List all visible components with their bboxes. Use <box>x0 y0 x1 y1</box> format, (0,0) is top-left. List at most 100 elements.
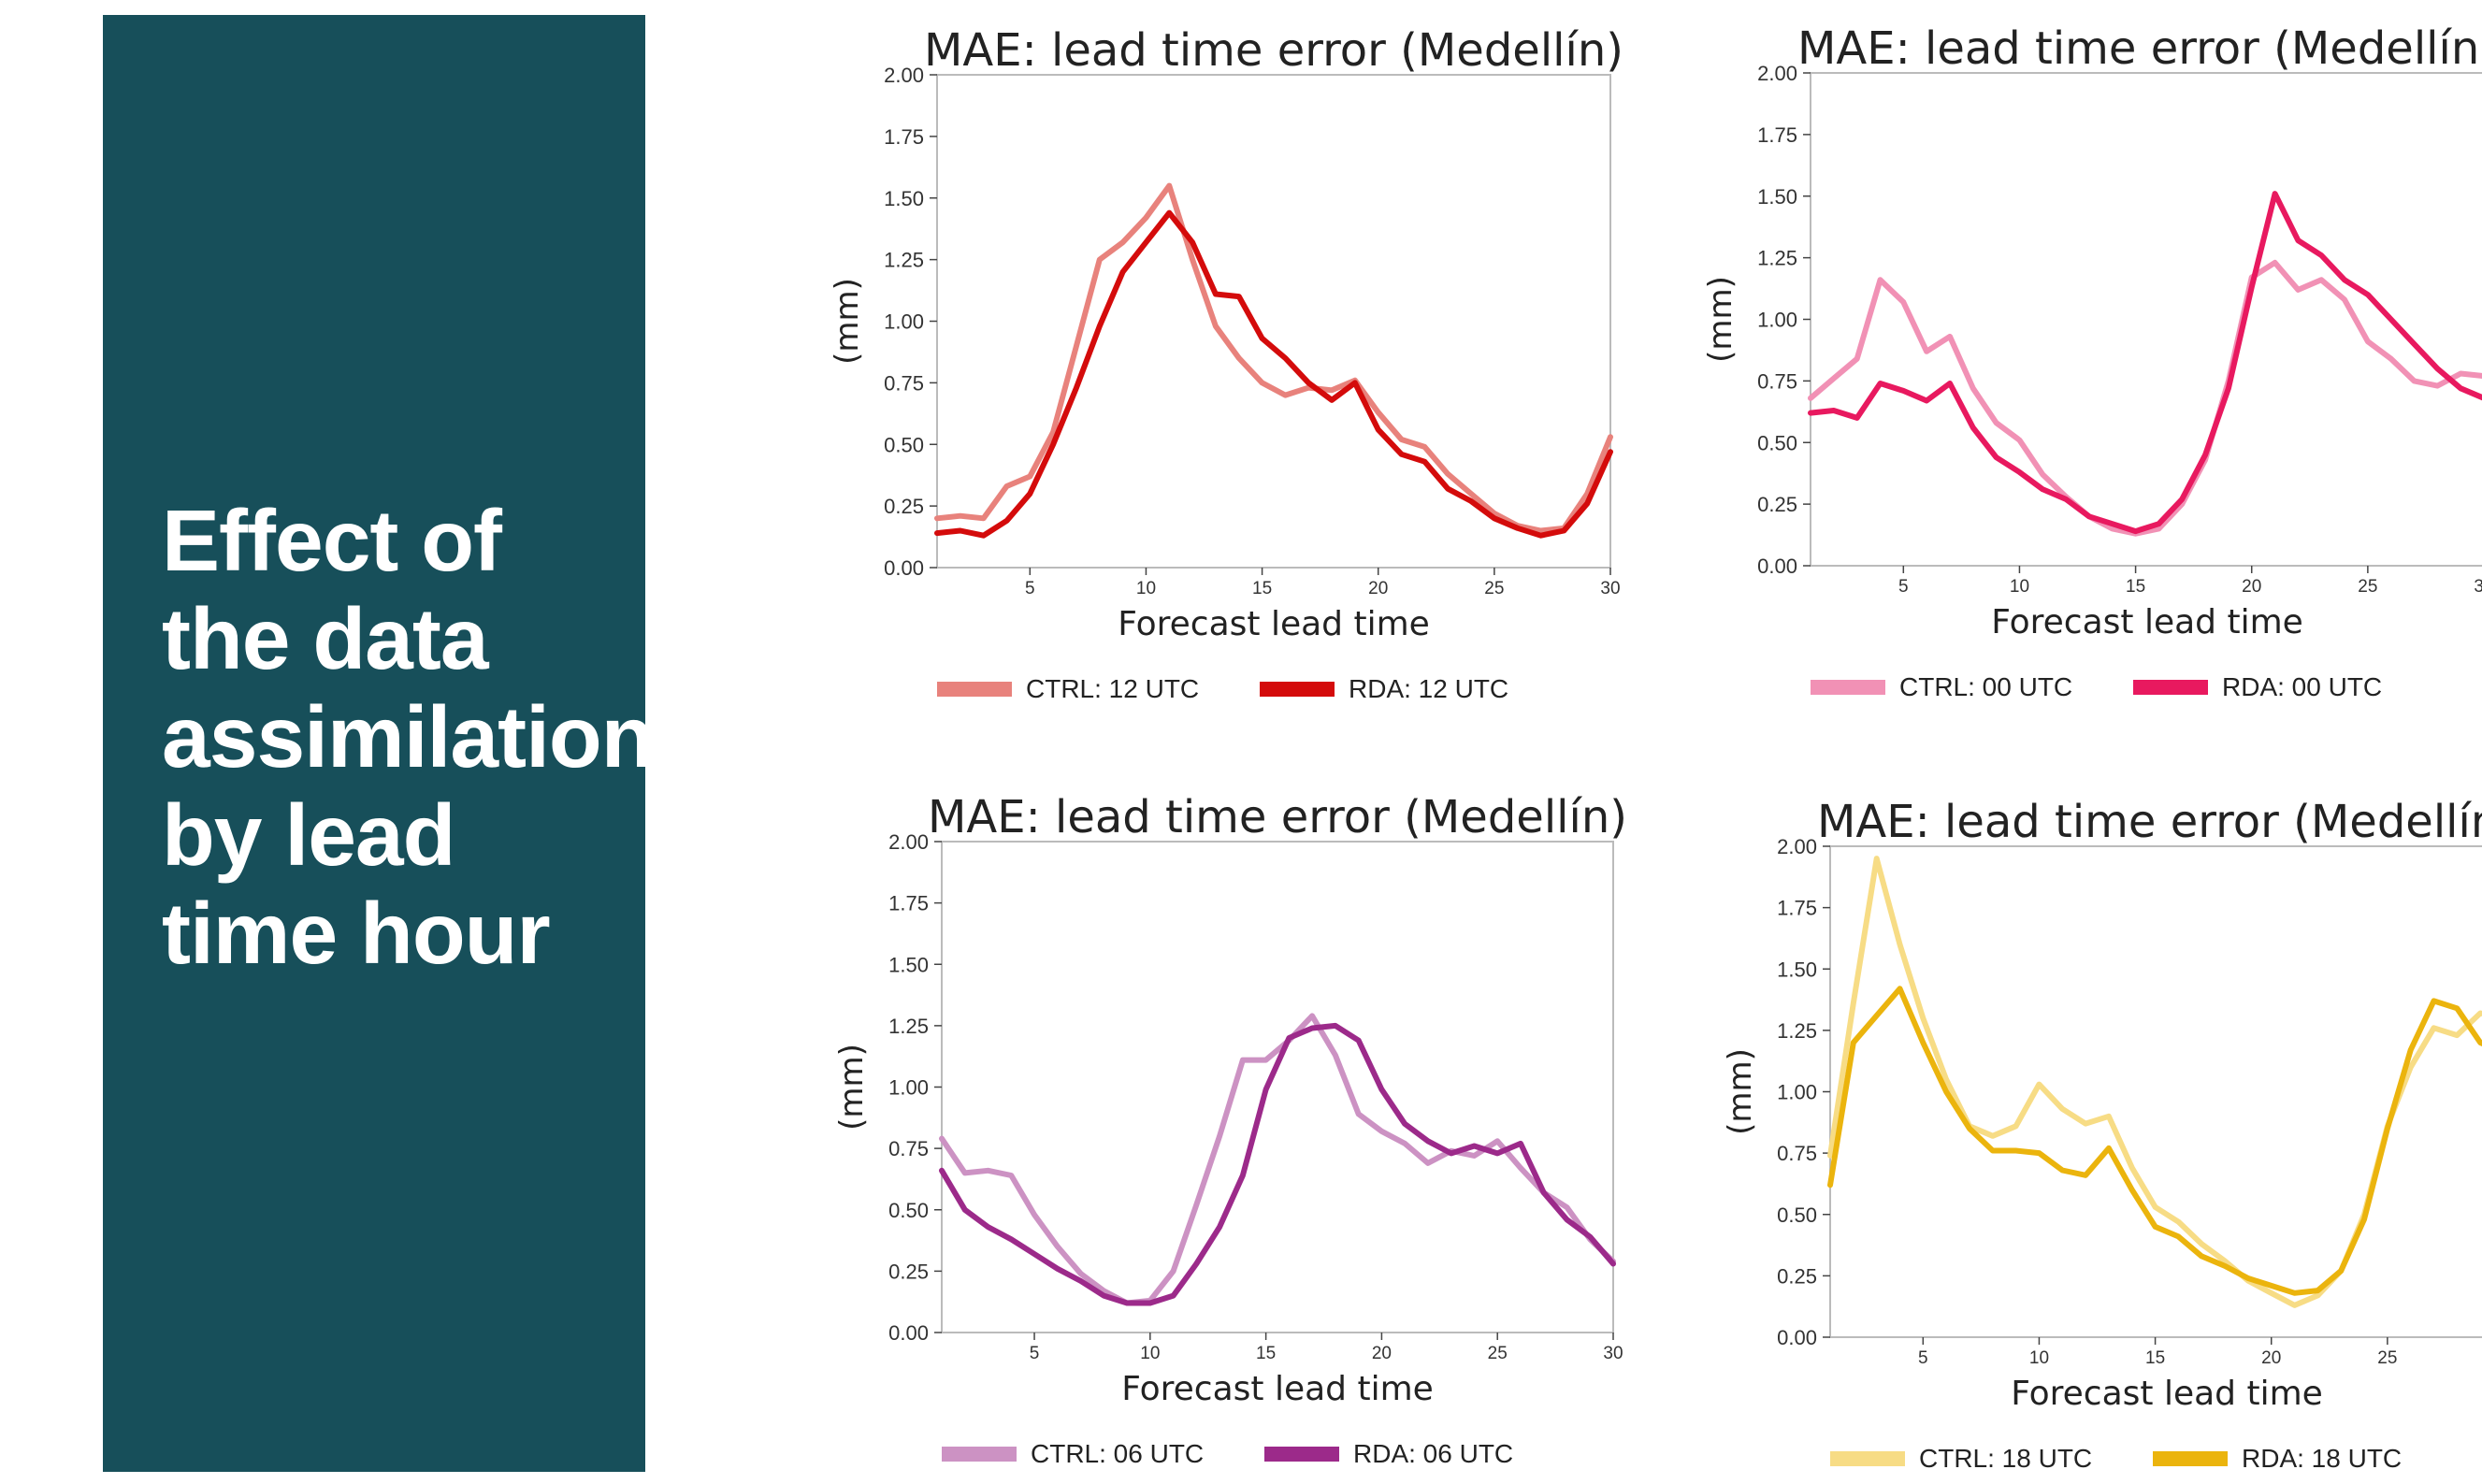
y-axis-label: (mm) <box>1702 276 1739 363</box>
y-tick-label: 1.25 <box>1757 247 1797 270</box>
y-tick-label: 2.00 <box>884 64 924 87</box>
rda-series-line <box>1827 986 2482 1296</box>
ctrl-series-line <box>1808 259 2482 537</box>
legend-swatch <box>2153 1451 2228 1466</box>
y-tick-label: 1.50 <box>1777 958 1817 981</box>
y-tick-label: 0.50 <box>888 1199 929 1222</box>
y-tick-label: 0.00 <box>888 1321 929 1345</box>
x-tick-label: 25 <box>1484 579 1504 598</box>
legend-label: CTRL: 12 UTC <box>1026 674 1199 703</box>
legend-swatch <box>1260 682 1335 697</box>
y-tick-label: 1.00 <box>884 310 924 334</box>
slide-title-line: the data <box>162 590 489 687</box>
y-tick-label: 1.25 <box>884 249 924 272</box>
x-tick-label: 15 <box>1256 1344 1276 1363</box>
y-tick-label: 1.75 <box>888 892 929 915</box>
x-tick-label: 20 <box>1372 1344 1392 1363</box>
chart-title: MAE: lead time error (Medellín) <box>924 24 1623 77</box>
y-tick-label: 0.25 <box>1757 493 1797 516</box>
y-tick-label: 1.25 <box>1777 1019 1817 1043</box>
x-tick-label: 5 <box>1918 1348 1928 1368</box>
x-tick-label: 10 <box>2029 1348 2049 1368</box>
x-tick-label: 5 <box>1898 577 1909 597</box>
x-tick-label: 10 <box>1136 579 1156 598</box>
x-tick-label: 20 <box>2261 1348 2281 1368</box>
x-axis-label: Forecast lead time <box>1118 605 1430 643</box>
y-axis-label: (mm) <box>829 278 866 365</box>
slide-title: Effect of the data assimilation by lead … <box>162 492 655 983</box>
slide-title-line: assimilation <box>162 688 655 785</box>
x-tick-label: 5 <box>1030 1344 1040 1363</box>
y-tick-label: 1.75 <box>884 125 924 149</box>
x-tick-label: 25 <box>2377 1348 2397 1368</box>
x-axis-label: Forecast lead time <box>2011 1375 2323 1413</box>
plot-frame <box>1829 845 2482 1338</box>
y-tick-label: 1.00 <box>1757 309 1797 332</box>
y-tick-label: 0.25 <box>888 1260 929 1283</box>
y-tick-label: 1.75 <box>1777 897 1817 920</box>
legend-label: RDA: 00 UTC <box>2222 672 2382 701</box>
plot-frame <box>1810 72 2482 567</box>
y-axis-label: (mm) <box>833 1044 871 1131</box>
x-tick-label: 15 <box>2126 577 2145 597</box>
y-tick-label: 0.25 <box>884 495 924 518</box>
y-tick-label: 1.50 <box>1757 185 1797 209</box>
y-tick-label: 0.50 <box>1757 431 1797 454</box>
chart-title: MAE: lead time error (Medellín) <box>1797 22 2482 75</box>
y-tick-label: 0.25 <box>1777 1264 1817 1288</box>
x-axis-label: Forecast lead time <box>1991 603 2303 641</box>
x-tick-label: 5 <box>1025 579 1035 598</box>
rda-series-line <box>939 1022 1616 1306</box>
y-tick-label: 1.50 <box>888 953 929 976</box>
y-tick-label: 1.75 <box>1757 123 1797 147</box>
slide-title-line: Effect of <box>162 492 502 589</box>
legend-swatch <box>2133 680 2208 695</box>
y-tick-label: 0.75 <box>884 371 924 395</box>
x-tick-label: 15 <box>2145 1348 2165 1368</box>
y-tick-label: 0.75 <box>888 1137 929 1160</box>
legend-label: RDA: 06 UTC <box>1353 1439 1513 1468</box>
y-tick-label: 0.50 <box>884 433 924 456</box>
y-tick-label: 0.00 <box>1777 1326 1817 1349</box>
legend-swatch <box>1264 1447 1339 1462</box>
y-tick-label: 0.50 <box>1777 1203 1817 1227</box>
ctrl-series-line <box>939 1013 1616 1306</box>
plot-frame <box>936 74 1611 569</box>
x-tick-label: 20 <box>2242 577 2261 597</box>
legend-label: CTRL: 00 UTC <box>1899 672 2072 701</box>
y-tick-label: 0.00 <box>884 556 924 580</box>
legend-swatch <box>1830 1451 1905 1466</box>
chart-title: MAE: lead time error (Medellín) <box>928 791 1627 843</box>
y-tick-label: 1.00 <box>888 1076 929 1100</box>
legend-swatch <box>942 1447 1017 1462</box>
ctrl-series-line <box>1827 856 2482 1308</box>
y-tick-label: 1.50 <box>884 187 924 210</box>
y-tick-label: 0.75 <box>1777 1142 1817 1165</box>
title-panel: Effect of the data assimilation by lead … <box>103 15 655 1472</box>
rda-series-line <box>934 209 1613 539</box>
y-tick-label: 0.00 <box>1757 555 1797 578</box>
x-tick-label: 10 <box>2010 577 2029 597</box>
y-tick-label: 1.00 <box>1777 1081 1817 1104</box>
ctrl-series-line <box>934 182 1613 534</box>
x-tick-label: 30 <box>1600 579 1620 598</box>
legend-swatch <box>1811 680 1885 695</box>
slide-title-line: by lead <box>162 786 455 884</box>
plot-frame <box>941 841 1614 1333</box>
x-tick-label: 30 <box>2474 577 2482 597</box>
rda-series-line <box>1808 191 2482 535</box>
slide-title-line: time hour <box>162 885 551 982</box>
x-tick-label: 30 <box>1603 1344 1623 1363</box>
x-axis-label: Forecast lead time <box>1121 1370 1434 1408</box>
x-tick-label: 20 <box>1368 579 1388 598</box>
y-tick-label: 0.75 <box>1757 369 1797 393</box>
y-axis-label: (mm) <box>1722 1048 1759 1135</box>
legend-label: CTRL: 06 UTC <box>1031 1439 1204 1468</box>
legend-label: CTRL: 18 UTC <box>1919 1444 2092 1473</box>
x-tick-label: 25 <box>2358 577 2377 597</box>
y-tick-label: 2.00 <box>1777 835 1817 858</box>
y-tick-label: 2.00 <box>888 830 929 854</box>
legend-swatch <box>937 682 1012 697</box>
x-tick-label: 25 <box>1488 1344 1508 1363</box>
x-tick-label: 10 <box>1140 1344 1160 1363</box>
